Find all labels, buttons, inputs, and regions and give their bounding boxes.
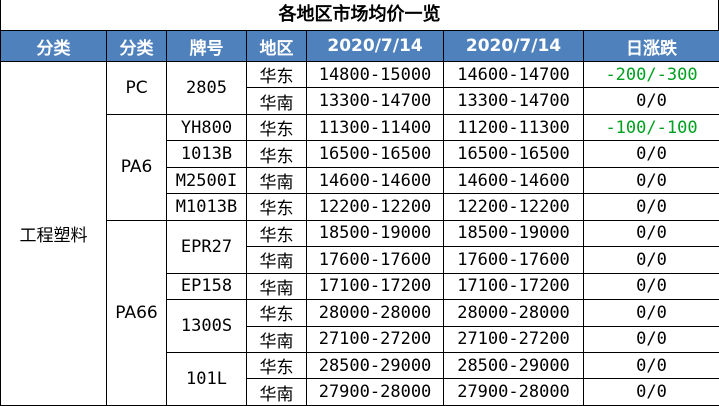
region-cell: 华东: [246, 140, 307, 168]
change-cell: 0/0: [583, 378, 719, 406]
main-category-cell: 工程塑料: [0, 61, 107, 406]
region-cell: 华南: [246, 166, 307, 195]
header-subcategory: 分类: [106, 30, 167, 62]
grade-cell: M1013B: [166, 193, 247, 221]
table-body: 工程塑料 PC 2805 华东 14800-15000 14600-14700 -200/-…: [0, 60, 719, 406]
price1-cell: 12200-12200: [306, 193, 444, 221]
grade-cell: M2500I: [166, 166, 247, 195]
price-table: 分类 分类 牌号 地区 2020/7/14 2020/7/14 日涨跌 工程塑料…: [0, 30, 719, 406]
region-cell: 华东: [246, 299, 307, 327]
page-title: 各地区市场均价一览: [0, 0, 719, 30]
table-row: M2500I 华南 14600-14600 14600-14600 0/0: [1, 166, 719, 195]
header-category: 分类: [0, 30, 107, 62]
price2-cell: 14600-14600: [443, 166, 584, 195]
table-row: 工程塑料 PC 2805 华东 14800-15000 14600-14700 -200/-…: [0, 60, 719, 406]
price2-cell: 13300-14700: [443, 87, 584, 115]
grade-cell: YH800: [166, 113, 247, 142]
change-cell: 0/0: [583, 140, 719, 168]
subcategory-cell: PA66: [106, 219, 167, 406]
region-cell: 华东: [246, 219, 307, 248]
subcategory-cell: PA6: [106, 113, 167, 221]
change-cell: 0/0: [583, 193, 719, 221]
change-cell: 0/0: [583, 219, 719, 248]
change-cell: -100/-100: [583, 113, 719, 142]
price2-cell: 18500-19000: [443, 219, 584, 248]
price1-cell: 18500-19000: [306, 219, 444, 248]
region-cell: 华东: [246, 113, 307, 142]
header-grade: 牌号: [166, 30, 247, 62]
price1-cell: 11300-11400: [306, 113, 444, 142]
price1-cell: 27100-27200: [306, 325, 444, 353]
region-cell: 华东: [246, 60, 307, 89]
change-cell: 0/0: [583, 87, 719, 115]
table-header-row: 分类 分类 牌号 地区 2020/7/14 2020/7/14 日涨跌: [0, 30, 719, 62]
change-cell: 0/0: [583, 299, 719, 327]
price1-cell: 28500-29000: [306, 351, 444, 380]
header-date2: 2020/7/14: [443, 30, 584, 62]
region-cell: 华南: [246, 378, 307, 406]
change-cell: 0/0: [583, 272, 719, 301]
grade-cell: 2805: [166, 61, 247, 115]
grade-cell: EP158: [166, 272, 247, 301]
grade-cell: 1300S: [166, 299, 247, 353]
change-cell: 0/0: [583, 166, 719, 195]
table-row: 101L 华东 28500-29000 28500-29000 0/0: [1, 351, 719, 406]
price2-cell: 12200-12200: [443, 193, 584, 221]
price1-cell: 14800-15000: [306, 60, 444, 89]
header-change: 日涨跌: [583, 30, 719, 62]
price2-cell: 14600-14700: [443, 60, 584, 89]
subcategory-cell: PC: [106, 61, 167, 115]
region-cell: 华东: [246, 351, 307, 380]
table-row: 1300S 华东 28000-28000 28000-28000 0/0: [1, 299, 719, 353]
price1-cell: 13300-14700: [306, 87, 444, 115]
price1-cell: 27900-28000: [306, 378, 444, 406]
header-date1: 2020/7/14: [306, 30, 444, 62]
price1-cell: 14600-14600: [306, 166, 444, 195]
table-row: 1013B 华东 16500-16500 16500-16500 0/0: [1, 140, 719, 168]
price2-cell: 17100-17200: [443, 272, 584, 301]
table-row: PA66 EPR27 华东 18500-19000 18500-19000 0/0: [1, 219, 719, 406]
header-region: 地区: [246, 30, 307, 62]
price2-cell: 28000-28000: [443, 299, 584, 327]
table-row: PA6 YH800 华东 11300-11400 11200-11300 -100/-10…: [1, 113, 719, 221]
change-cell: 0/0: [583, 246, 719, 274]
price2-cell: 28500-29000: [443, 351, 584, 380]
price2-cell: 16500-16500: [443, 140, 584, 168]
grade-cell: 1013B: [166, 140, 247, 168]
grade-cell: EPR27: [166, 219, 247, 274]
table-row: EP158 华南 17100-17200 17100-17200 0/0: [1, 272, 719, 301]
region-cell: 华南: [246, 246, 307, 274]
table-row: 华南 17600-17600 17600-17600 0/0: [1, 246, 719, 274]
price2-cell: 27900-28000: [443, 378, 584, 406]
price1-cell: 17100-17200: [306, 272, 444, 301]
table-row: M1013B 华东 12200-12200 12200-12200 0/0: [1, 193, 719, 221]
region-cell: 华南: [246, 87, 307, 115]
region-cell: 华东: [246, 193, 307, 221]
region-cell: 华南: [246, 272, 307, 301]
price1-cell: 28000-28000: [306, 299, 444, 327]
table-row: 华南 13300-14700 13300-14700 0/0: [1, 87, 719, 115]
region-cell: 华南: [246, 325, 307, 353]
price1-cell: 16500-16500: [306, 140, 444, 168]
change-cell: -200/-300: [583, 60, 719, 89]
price1-cell: 17600-17600: [306, 246, 444, 274]
table-row: 华南 27900-28000 27900-28000 0/0: [1, 378, 719, 406]
price2-cell: 11200-11300: [443, 113, 584, 142]
price2-cell: 27100-27200: [443, 325, 584, 353]
price2-cell: 17600-17600: [443, 246, 584, 274]
change-cell: 0/0: [583, 351, 719, 380]
change-cell: 0/0: [583, 325, 719, 353]
grade-cell: 101L: [166, 351, 247, 406]
